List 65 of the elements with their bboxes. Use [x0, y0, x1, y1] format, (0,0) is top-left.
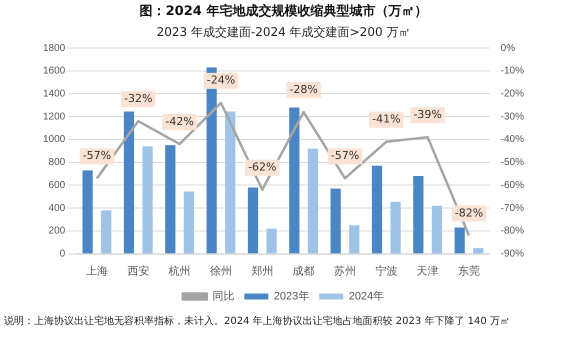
bar — [248, 187, 258, 254]
data-label: -24% — [206, 74, 236, 87]
data-label: -39% — [413, 108, 442, 122]
data-label: -62% — [248, 160, 276, 174]
data-label: -28% — [289, 82, 318, 96]
x-tick-label: 上海 — [86, 264, 108, 278]
bar — [225, 111, 236, 254]
data-label: -57% — [330, 149, 360, 162]
bar — [266, 228, 277, 254]
data-label: -32% — [124, 92, 152, 106]
x-tick-label: 徐州 — [210, 264, 232, 278]
chart-title: 图：2024 年宅地成交规模收缩典型城市（万㎡） — [140, 3, 428, 20]
legend-label: 2024年 — [348, 290, 384, 303]
x-tick-label: 苏州 — [334, 264, 356, 278]
bar — [165, 145, 176, 254]
y-tick-label: 0 — [60, 248, 66, 260]
bar — [349, 225, 360, 254]
x-tick-label: 杭州 — [168, 264, 191, 278]
x-tick-label: 东莞 — [458, 264, 480, 278]
chart-subtitle: 2023 年成交建面-2024 年成交建面>200 万㎡ — [156, 24, 410, 39]
y-tick-label: 400 — [48, 202, 66, 214]
bar — [289, 107, 300, 254]
bar — [473, 248, 484, 254]
y2-tick-label: -20% — [500, 88, 524, 100]
x-tick-label: 成都 — [292, 264, 315, 278]
y-tick-label: 200 — [48, 226, 66, 237]
bar — [124, 111, 134, 254]
data-label: -82% — [454, 206, 484, 220]
bar — [432, 206, 442, 254]
data-label: -42% — [165, 114, 194, 128]
data-label: -57% — [82, 149, 112, 162]
bar — [142, 146, 153, 254]
bar — [390, 202, 401, 254]
bar — [372, 166, 382, 254]
y2-tick-label: -80% — [500, 226, 524, 237]
y-tick-label: 1800 — [42, 42, 66, 54]
text: 说明：上海协议出让宅地无容积率指标，未计入。2024 年上海协议出让宅地占地面积较 2023 年下降了 140 万㎡ — [4, 314, 511, 328]
y-tick-label: 1600 — [42, 66, 66, 77]
y2-tick-label: -30% — [500, 111, 524, 122]
y-tick-label: 800 — [48, 157, 66, 168]
legend-label: 2023年 — [274, 290, 310, 303]
x-tick-label: 天津 — [416, 264, 439, 278]
x-tick-label: 郑州 — [251, 264, 274, 278]
y-tick-label: 1000 — [42, 134, 66, 146]
x-tick-label: 西安 — [127, 264, 150, 278]
y2-tick-label: -50% — [500, 157, 524, 168]
y-tick-label: 1400 — [42, 88, 66, 100]
bar — [308, 148, 318, 254]
y-tick-label: 600 — [48, 180, 66, 191]
bar — [82, 170, 93, 254]
y-tick-label: 1200 — [42, 111, 66, 122]
bar — [413, 176, 424, 254]
bar — [101, 210, 112, 254]
x-tick-label: 宁波 — [375, 264, 398, 278]
y2-tick-label: -10% — [500, 66, 524, 77]
data-label: -41% — [372, 112, 401, 126]
y2-tick-label: -60% — [500, 180, 524, 191]
bar — [330, 188, 341, 254]
bar — [454, 228, 465, 254]
y2-tick-label: -70% — [500, 202, 524, 214]
y2-tick-label: -90% — [500, 248, 524, 260]
y2-tick-label: -40% — [500, 134, 524, 146]
legend-label: 同比 — [212, 290, 234, 303]
bar — [184, 191, 194, 254]
y2-tick-label: 0% — [500, 42, 516, 54]
